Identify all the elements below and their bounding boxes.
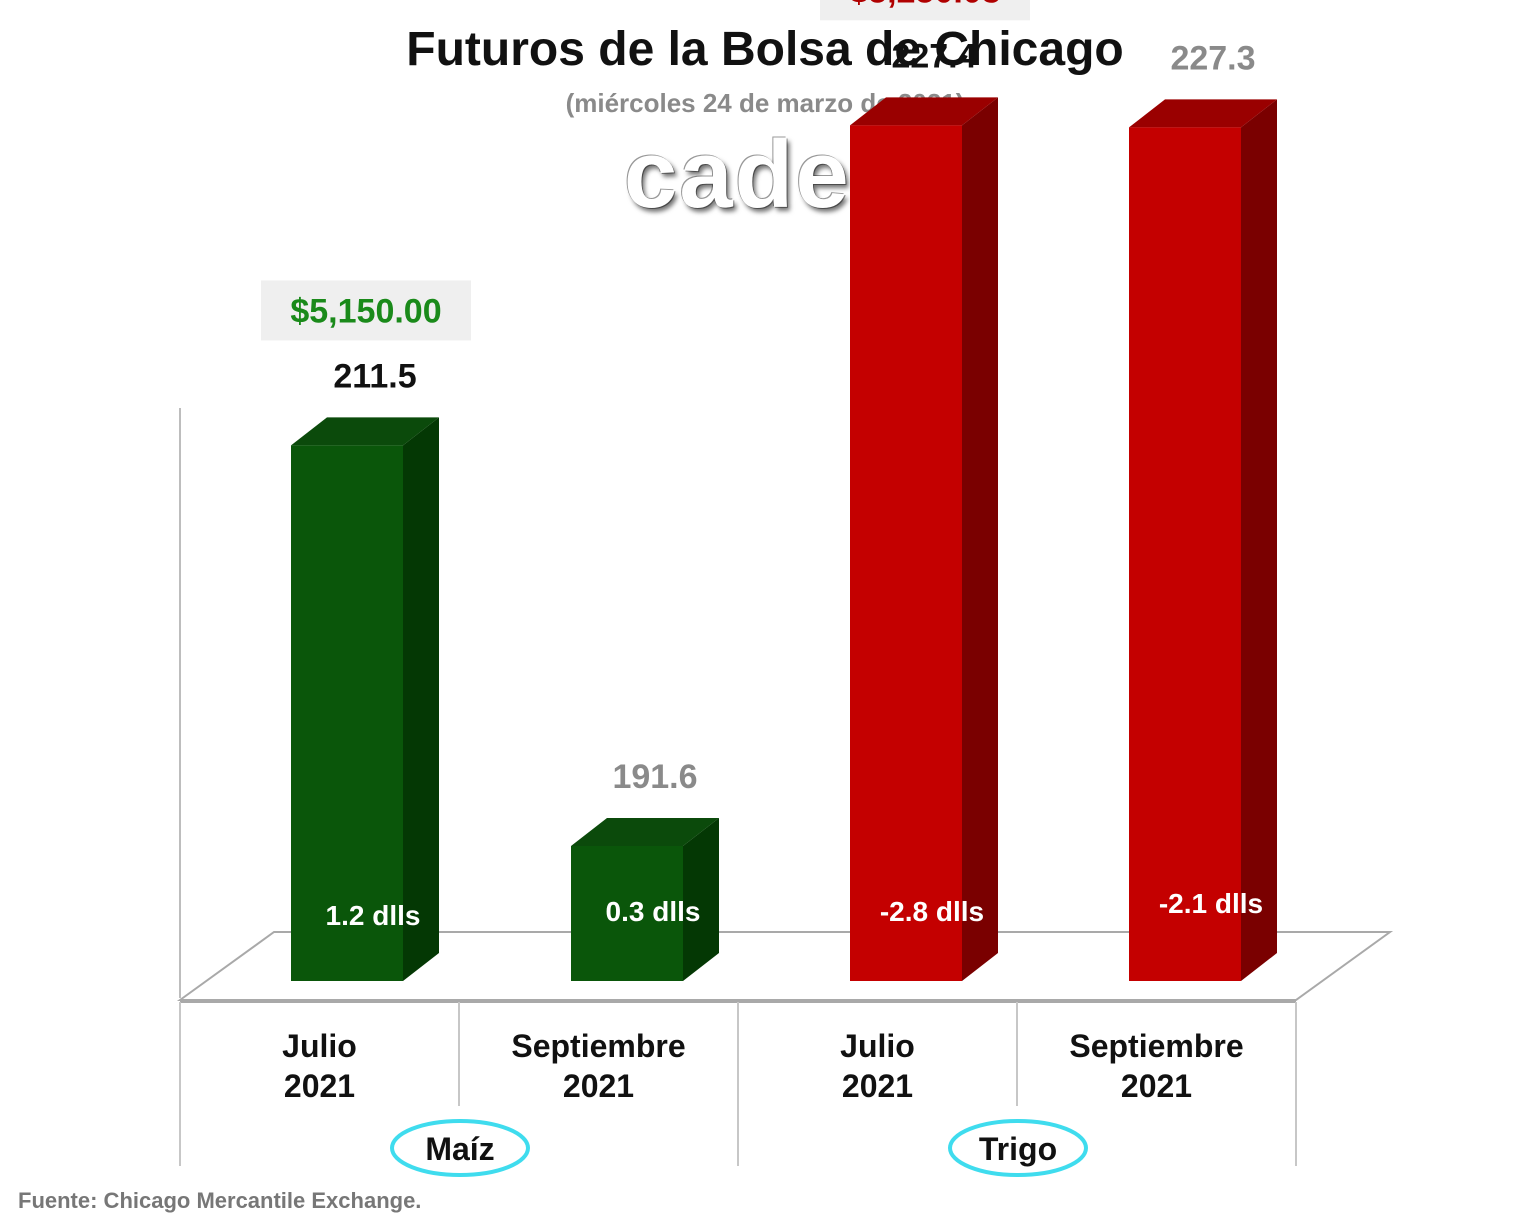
category-label-month: Septiembre bbox=[1069, 1028, 1243, 1064]
bar-value-label: 227.3 bbox=[1170, 39, 1255, 77]
bar-side bbox=[683, 818, 719, 981]
category-label-month: Julio bbox=[840, 1028, 915, 1064]
price-badge bbox=[261, 280, 471, 341]
group-label: Trigo bbox=[979, 1131, 1057, 1167]
bar-side bbox=[1241, 99, 1277, 981]
bar-top bbox=[850, 97, 998, 126]
price-badge bbox=[820, 0, 1030, 21]
bar-value-label: 191.6 bbox=[612, 758, 697, 796]
bar-top bbox=[291, 417, 439, 446]
category-label-month: Julio bbox=[282, 1028, 357, 1064]
bar-side bbox=[403, 417, 439, 982]
bar-change-label: -2.8 dlls bbox=[880, 896, 984, 927]
category-label-year: 2021 bbox=[284, 1068, 355, 1104]
price-label: $5,250.03 bbox=[849, 0, 1000, 10]
group-ellipse bbox=[390, 1119, 530, 1177]
source-note: Fuente: Chicago Mercantile Exchange. bbox=[18, 1188, 422, 1213]
bar-top bbox=[571, 818, 719, 846]
bar-side bbox=[962, 97, 998, 981]
category-label-year: 2021 bbox=[563, 1068, 634, 1104]
category-label-year: 2021 bbox=[1121, 1068, 1192, 1104]
bar-value-label: 211.5 bbox=[333, 357, 416, 395]
category-label-month: Septiembre bbox=[511, 1028, 685, 1064]
chart-floor bbox=[176, 931, 1394, 1001]
bar-change-label: 0.3 dlls bbox=[606, 896, 701, 927]
group-label: Maíz bbox=[425, 1131, 494, 1167]
price-label: $5,150.00 bbox=[290, 292, 441, 330]
chart-title: Futuros de la Bolsa de Chicago bbox=[406, 23, 1124, 76]
bar-top bbox=[1129, 99, 1277, 128]
group-ellipse bbox=[948, 1119, 1088, 1177]
bar bbox=[571, 846, 683, 981]
bar bbox=[291, 445, 403, 982]
bar bbox=[1129, 127, 1241, 981]
bar-change-label: -2.1 dlls bbox=[1159, 888, 1263, 919]
bar bbox=[850, 125, 962, 981]
category-label-year: 2021 bbox=[842, 1068, 913, 1104]
bar-value-label: 227.4 bbox=[891, 37, 976, 75]
bar-change-label: 1.2 dlls bbox=[326, 900, 421, 931]
